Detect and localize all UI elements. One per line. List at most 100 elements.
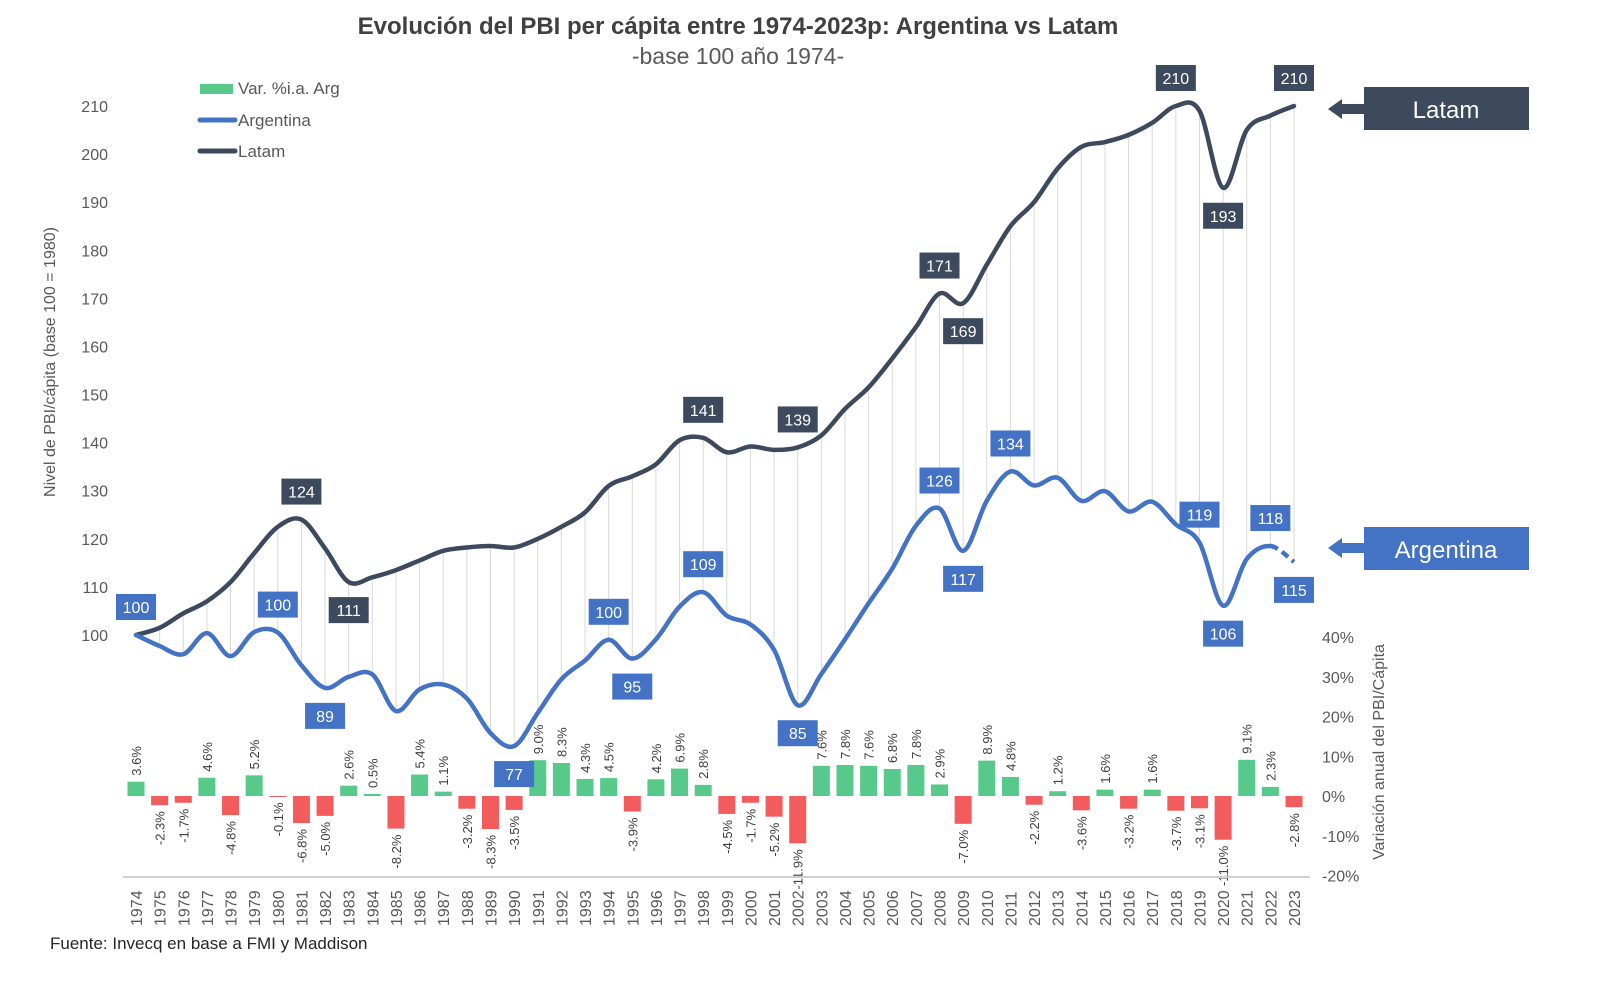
bar [1261, 786, 1279, 796]
latam-label-box [683, 396, 724, 423]
x-tick-label: 1980 [271, 890, 288, 926]
bar [741, 796, 759, 803]
bar-label: -3.1% [1192, 814, 1207, 848]
bar [647, 779, 665, 796]
bar-label: -2.8% [1287, 813, 1302, 847]
argentina-label: 95 [623, 680, 641, 697]
bar-label: 8.3% [554, 727, 569, 757]
bar [481, 796, 499, 829]
bar [1120, 796, 1138, 809]
argentina-label: 134 [997, 436, 1024, 453]
x-tick-label: 2006 [885, 890, 902, 926]
argentina-label-box [305, 702, 346, 729]
bar-label: 0.5% [365, 758, 380, 788]
bar-label: 6.9% [673, 733, 688, 763]
bar-label: -3.5% [507, 815, 522, 849]
axes: 100 110 120 130 140 150 160 170 180 190 200 210 40% 3… [81, 99, 1359, 926]
bar [576, 778, 594, 796]
x-tick-label: 2019 [1192, 890, 1209, 926]
x-tick-label: 2020 [1216, 890, 1233, 926]
bar [222, 796, 240, 816]
bar [600, 778, 618, 796]
x-tick-label: 2007 [909, 890, 926, 926]
x-tick-label: 2013 [1051, 890, 1068, 926]
bar-label: 2.3% [1263, 751, 1278, 781]
bar [789, 796, 807, 844]
x-tick-label: 1979 [247, 890, 264, 926]
drop-lines [159, 106, 1295, 747]
x-tick-label: 2004 [838, 890, 855, 926]
latam-label: 193 [1210, 209, 1237, 226]
argentina-label-box [919, 467, 960, 494]
latam-label-box [1155, 65, 1196, 91]
y2-tick-label: 30% [1322, 670, 1354, 687]
bar-label: 9.1% [1240, 724, 1255, 754]
x-tick-label: 1995 [625, 890, 642, 926]
argentina-label: 77 [505, 767, 523, 784]
argentina-label-box [990, 430, 1031, 457]
latam-label-box [328, 597, 369, 624]
x-tick-label: 1996 [649, 890, 666, 926]
bar [505, 796, 523, 810]
x-tick-label: 2015 [1098, 890, 1115, 926]
bar [812, 765, 830, 796]
bar-label: 8.9% [980, 725, 995, 755]
argentina-line-projection [1269, 543, 1296, 564]
argentina-label-box [116, 594, 156, 620]
bar [1285, 796, 1303, 808]
bar [1072, 796, 1090, 811]
bar [1001, 776, 1019, 796]
latam-label: 169 [950, 324, 977, 341]
bar [245, 775, 263, 796]
bar [292, 796, 310, 824]
bar-label: 2.9% [933, 748, 948, 778]
bar-label: -11.9% [791, 849, 806, 890]
x-tick-label: 2011 [1003, 891, 1020, 926]
latam-label: 111 [337, 603, 361, 620]
x-tick-label: 2016 [1122, 890, 1139, 926]
bar-label: 1.1% [436, 756, 451, 786]
bar [1143, 789, 1161, 796]
bar [978, 760, 996, 796]
argentina-label-box [1203, 620, 1244, 647]
argentina-label: 100 [264, 598, 291, 615]
y2-tick-label: 10% [1322, 749, 1354, 766]
bar [954, 796, 972, 824]
bar [1190, 796, 1208, 809]
x-tick-label: 1985 [389, 890, 406, 926]
bar [623, 796, 641, 812]
latam-line [133, 100, 1297, 638]
legend-label-bars: Var. %i.a. Arg [238, 79, 340, 98]
bar-label: -8.3% [483, 835, 498, 869]
x-tick-label: 1999 [720, 890, 737, 926]
latam-label-box [1274, 65, 1314, 91]
argentina-label: 85 [789, 726, 807, 743]
argentina-label-box [588, 598, 629, 625]
x-tick-label: 2002 [791, 890, 808, 926]
x-tick-label: 2003 [814, 890, 831, 926]
x-tick-label: 2005 [862, 890, 879, 926]
bar-label: 2.8% [696, 749, 711, 779]
bar-label: -2.2% [1027, 810, 1042, 844]
bar-label: -3.2% [1122, 814, 1137, 848]
bar [1214, 796, 1232, 840]
x-tick-label: 1984 [365, 890, 382, 926]
bar-label: -1.7% [743, 808, 758, 842]
source-note: Fuente: Invecq en base a FMI y Maddison [50, 934, 368, 953]
y-tick-label: 140 [81, 436, 108, 453]
bar-label: -0.1% [271, 802, 286, 836]
bar [387, 796, 405, 829]
bar-label: -3.7% [1169, 816, 1184, 850]
line-series [133, 100, 1297, 750]
y2-axis-label: Variación anual del PBI/Cápita [1371, 644, 1388, 860]
bar-label: 4.2% [649, 743, 664, 773]
x-tick-label: 1992 [554, 890, 571, 926]
legend: Var. %i.a. Arg Argentina Latam [197, 79, 340, 161]
bar-label: -11.0% [1216, 845, 1231, 886]
bar [718, 796, 736, 814]
callout-argentina-label: Argentina [1395, 537, 1498, 564]
arrow-left-icon [1328, 538, 1366, 558]
y-tick-label: 100 [81, 628, 108, 645]
latam-label: 141 [690, 403, 717, 420]
x-tick-label: 2014 [1074, 890, 1091, 926]
